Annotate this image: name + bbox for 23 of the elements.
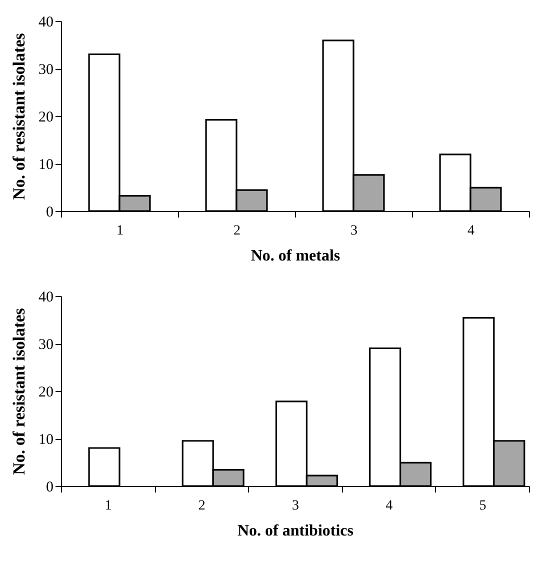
y-tick-label: 30 [38, 337, 54, 353]
x-tick-label: 2 [234, 224, 240, 238]
y-tick-label: 30 [38, 62, 54, 78]
x-tick-label: 1 [116, 224, 124, 238]
y-tick-label: 20 [38, 110, 54, 126]
x-tick-label: 2 [198, 498, 206, 514]
y-tick-label: 10 [38, 157, 54, 173]
y-tick-label: 0 [46, 204, 54, 220]
y-axis-title: No. of resistant isolates [10, 32, 28, 200]
y-tick-label: 20 [38, 384, 54, 400]
y-tick-label: 10 [38, 432, 54, 448]
x-tick-label: 1 [104, 498, 112, 514]
x-tick-label: 3 [292, 498, 299, 514]
y-tick-label: 40 [38, 14, 54, 30]
x-tick-label: 3 [350, 224, 358, 238]
y-axis-title: No. of resistant isolates [10, 308, 28, 475]
x-axis-title: No. of metals [250, 248, 340, 264]
y-tick-label: 0 [46, 480, 54, 496]
x-tick-label: 4 [386, 498, 393, 514]
x-tick-label: 5 [479, 498, 486, 514]
y-tick-label: 40 [38, 290, 54, 306]
x-axis-title: No. of antibiotics [238, 522, 354, 540]
x-tick-label: 4 [468, 224, 474, 238]
